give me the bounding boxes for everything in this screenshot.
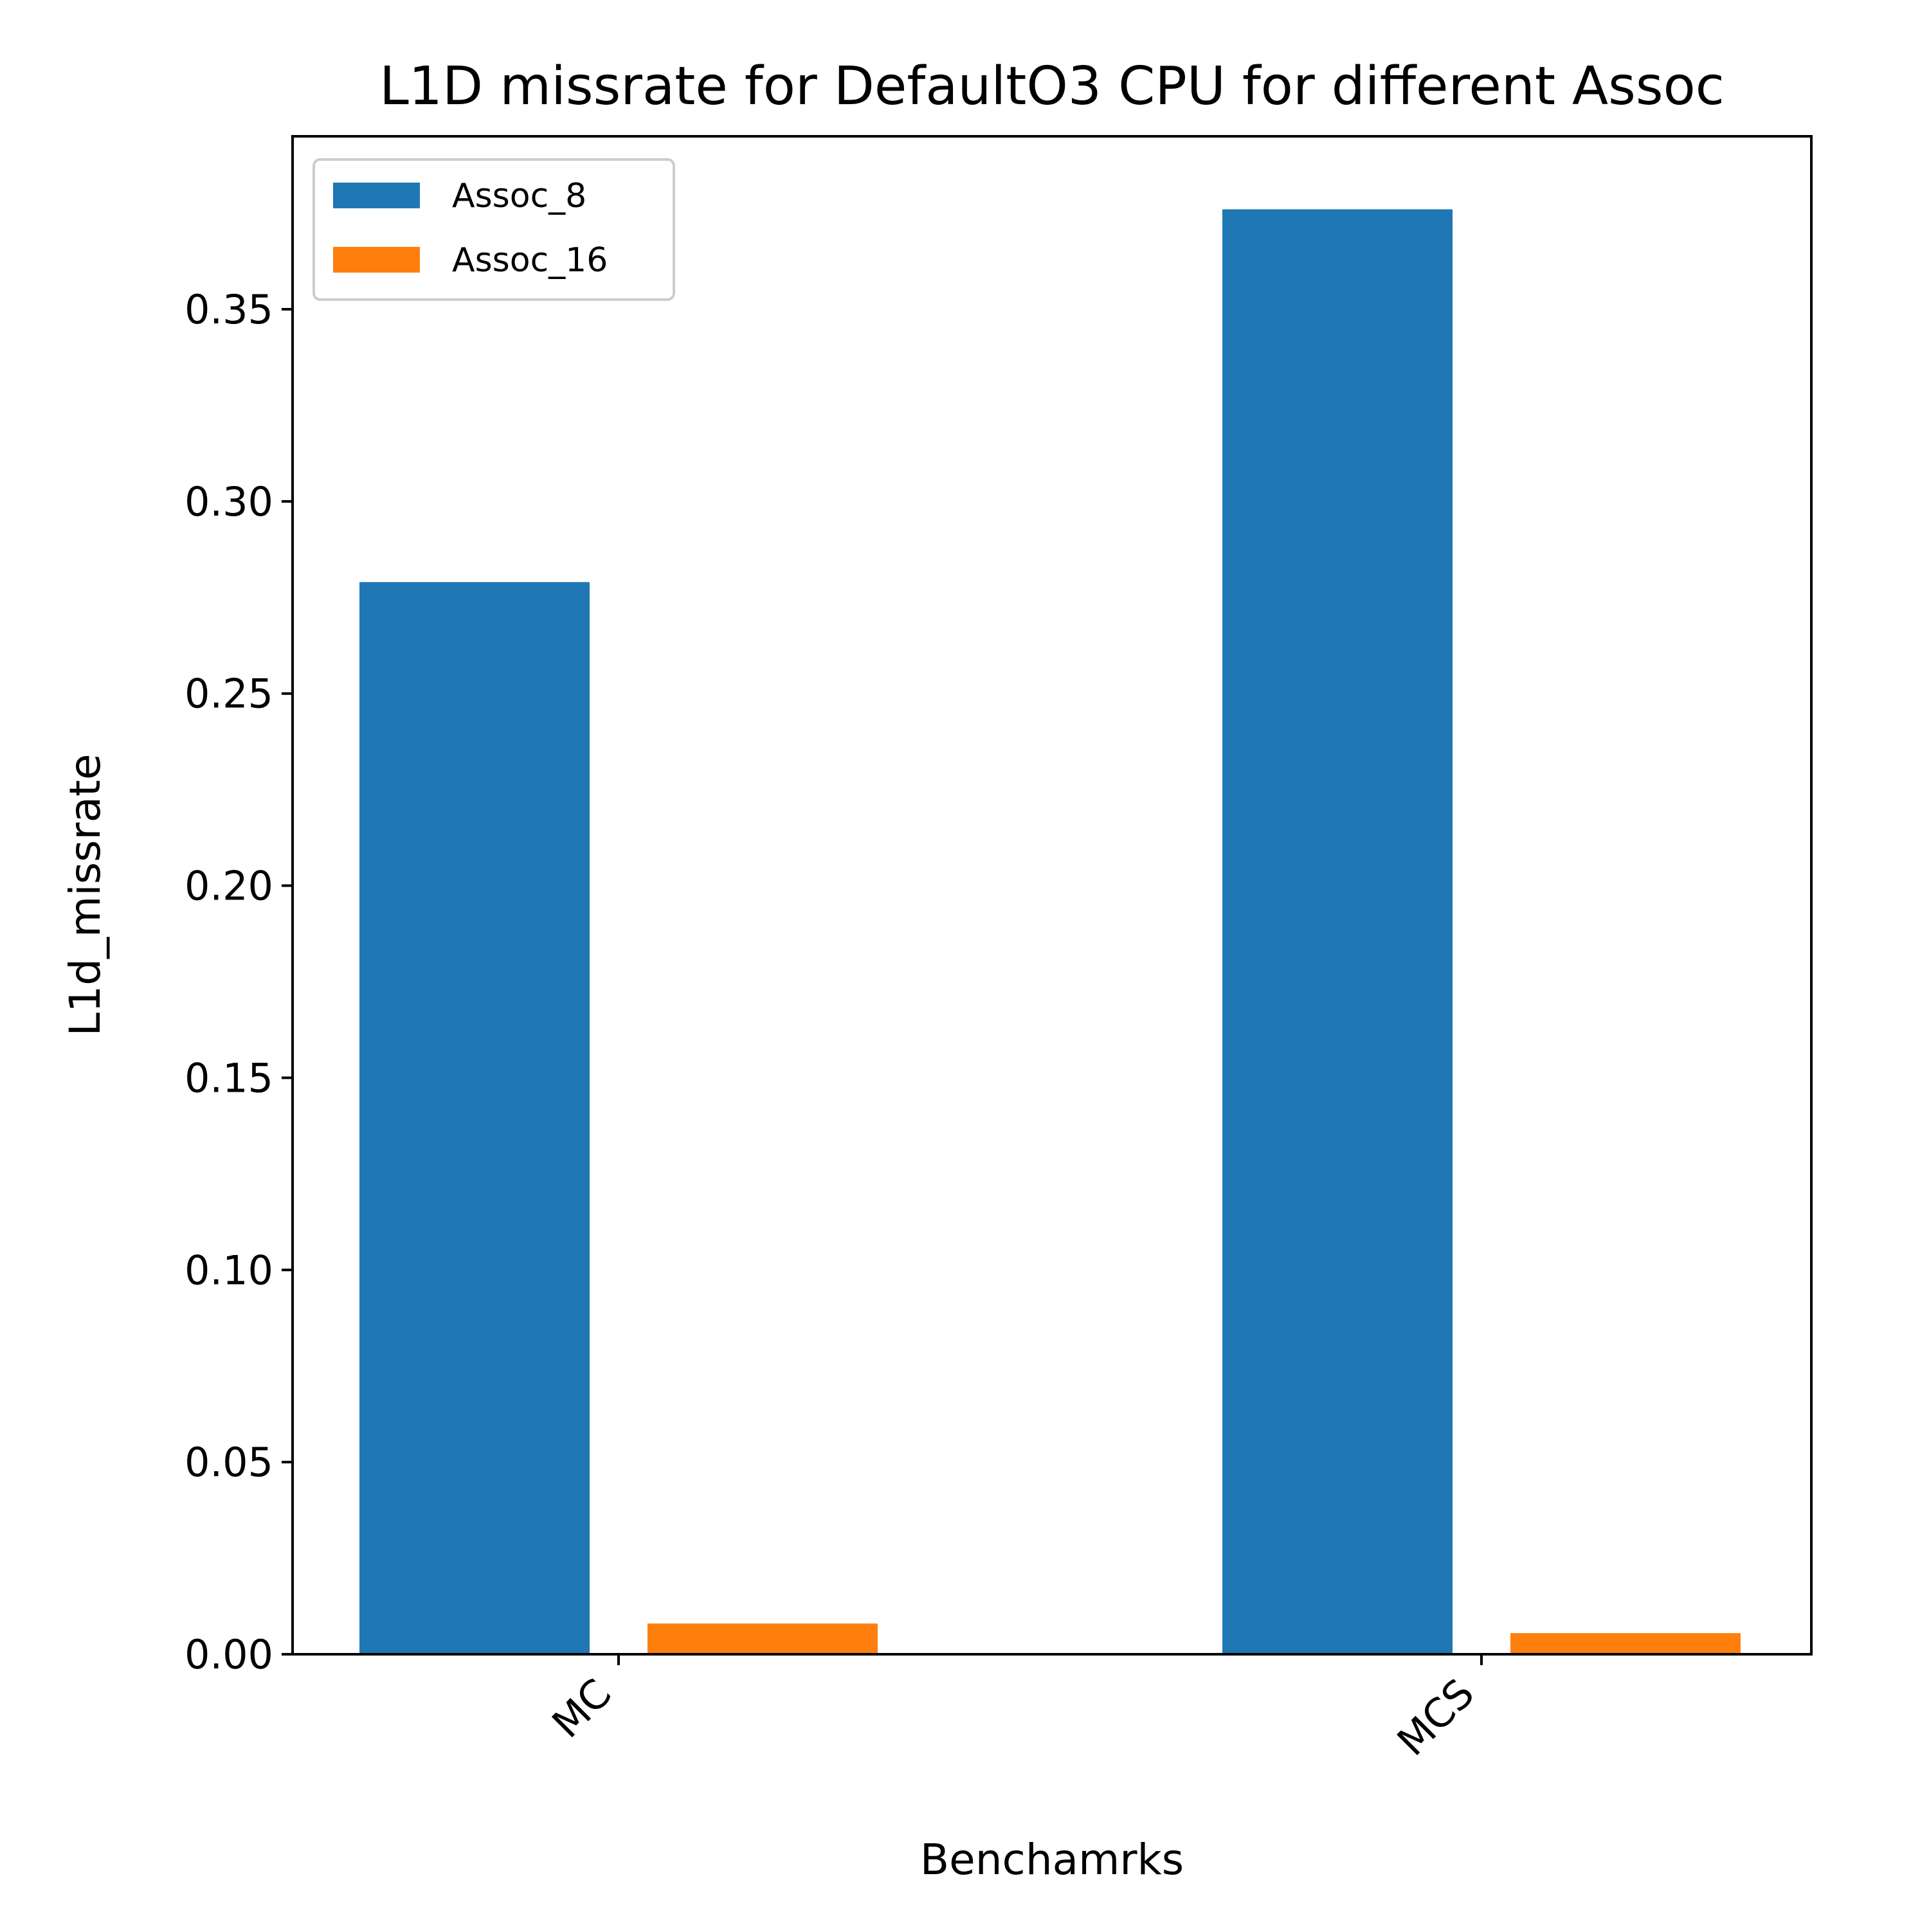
bar-assoc_8-mc bbox=[359, 582, 590, 1654]
legend-label-assoc_8: Assoc_8 bbox=[452, 177, 586, 215]
bar-assoc_16-mc bbox=[648, 1623, 878, 1654]
legend-label-assoc_16: Assoc_16 bbox=[452, 241, 608, 280]
x-axis-ticks: MC MCS bbox=[543, 1654, 1483, 1765]
plot-frame bbox=[291, 135, 1813, 1656]
y-axis-ticks: 0.00 0.05 0.10 0.15 0.20 0.25 0.30 0.35 bbox=[185, 286, 293, 1678]
y-tick-label: 0.00 bbox=[185, 1631, 273, 1678]
bar-assoc_8-mcs bbox=[1222, 209, 1453, 1654]
legend-swatch-assoc_8 bbox=[333, 183, 420, 208]
x-tick-label: MCS bbox=[1388, 1670, 1483, 1765]
y-tick-label: 0.20 bbox=[185, 863, 273, 910]
bar-assoc_16-mcs bbox=[1510, 1633, 1741, 1654]
y-tick-label: 0.25 bbox=[185, 671, 273, 718]
bars-layer bbox=[359, 209, 1741, 1654]
legend-swatch-assoc_16 bbox=[333, 247, 420, 273]
y-tick-label: 0.15 bbox=[185, 1054, 273, 1101]
y-tick-label: 0.30 bbox=[185, 478, 273, 525]
y-tick-label: 0.35 bbox=[185, 286, 273, 333]
x-tick-label: MC bbox=[543, 1670, 620, 1747]
legend: Assoc_8 Assoc_16 bbox=[312, 158, 675, 301]
y-tick-label: 0.05 bbox=[185, 1439, 273, 1486]
chart-title: L1D missrate for DefaultO3 CPU for diffe… bbox=[379, 56, 1725, 117]
y-tick-label: 0.10 bbox=[185, 1247, 273, 1294]
x-axis-label: Benchamrks bbox=[920, 1835, 1184, 1884]
y-axis-label: L1d_missrate bbox=[60, 754, 110, 1036]
